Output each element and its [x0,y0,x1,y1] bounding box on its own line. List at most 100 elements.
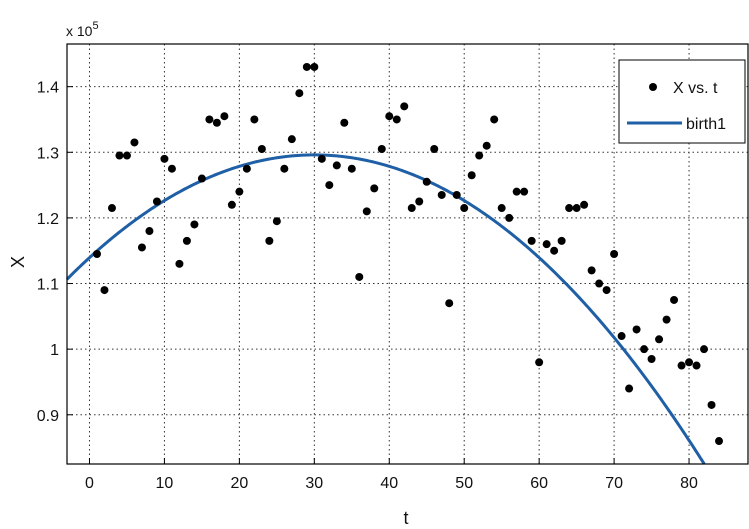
data-point [242,164,251,173]
y-tick-label: 1.4 [37,80,59,97]
data-point [407,204,416,213]
data-point [362,207,371,216]
x-tick-label: 20 [230,475,248,492]
data-point [137,243,146,252]
y-axis-multiplier: x 105 [66,20,99,39]
data-point [250,115,259,124]
data-point [377,145,386,153]
data-point [325,181,334,190]
y-tick-label: 0.9 [37,408,59,425]
data-point [662,315,671,324]
y-multiplier-base: x 10 [66,23,93,39]
data-point [520,187,529,196]
x-tick-label: 70 [605,475,623,492]
data-point [130,138,139,147]
data-point [550,246,559,255]
y-axis-label: X [8,256,28,268]
data-point [610,250,619,258]
data-point [482,141,491,150]
data-point [602,286,611,295]
y-tick-label: 1.3 [37,145,59,162]
data-point [145,227,154,236]
data-point [587,266,596,275]
data-point [467,171,476,180]
data-point [685,358,694,367]
data-point [497,204,506,213]
data-point [692,361,701,370]
data-point [460,204,469,213]
data-point [677,361,686,370]
data-point [640,345,649,354]
data-point [370,184,379,193]
data-point [655,335,664,344]
data-point [272,217,281,226]
x-tick-label: 10 [156,475,174,492]
data-point [475,151,484,160]
x-tick-label: 60 [530,475,548,492]
data-point [227,200,236,209]
y-tick-label: 1 [50,342,59,359]
fit-line-birth1 [65,153,706,465]
data-point [565,204,574,213]
data-point [512,187,521,196]
legend: X vs. t birth1 [618,59,746,144]
legend-box [618,59,746,144]
data-point [527,236,536,245]
data-point [535,358,544,367]
data-point [265,236,274,245]
y-tick-label: 1.2 [37,211,59,228]
data-point [595,279,604,288]
data-point [107,204,116,213]
data-point [632,325,641,334]
data-point [190,220,199,229]
data-point [220,112,229,121]
axis-ticks: 0 10 20 30 40 50 60 70 80 0.9 1 1.1 1.2 1.3 1.4 [37,80,698,492]
x-axis-label: t [403,508,408,528]
x-tick-label: 50 [455,475,473,492]
x-tick-label: 80 [680,475,698,492]
data-point [445,299,454,308]
data-point [355,272,364,281]
grid [67,44,749,464]
data-point [160,154,169,163]
data-point [287,135,296,144]
data-point [235,187,244,196]
data-point [437,190,446,199]
data-point [385,112,394,121]
data-point [715,437,724,446]
x-tick-label: 40 [380,475,398,492]
data-point [115,151,124,160]
y-multiplier-exponent: 5 [92,20,98,32]
data-point [340,118,349,127]
data-point [557,236,566,245]
x-tick-label: 0 [85,475,94,492]
legend-label-fit: birth1 [686,116,726,133]
data-point [452,190,461,199]
data-point [167,164,176,173]
data-point [647,355,656,363]
data-point [625,384,634,393]
data-point [302,62,311,71]
data-point [152,197,161,206]
data-point [295,89,304,98]
legend-marker-points [649,83,657,91]
data-point [580,200,589,209]
legend-label-points: X vs. t [673,80,718,97]
data-point [175,259,184,268]
data-point [257,145,266,153]
data-point [572,204,581,213]
fit-curve-layer [65,153,706,465]
data-point [700,345,709,354]
data-point [422,177,431,186]
y-tick-label: 1.1 [37,277,59,294]
data-point [415,197,424,206]
data-point [92,250,101,258]
data-point [280,164,289,173]
scatter-points [92,62,724,446]
data-point [400,102,409,111]
data-point [317,154,326,163]
data-point [392,115,401,124]
data-point [670,295,679,304]
data-point [205,115,214,124]
